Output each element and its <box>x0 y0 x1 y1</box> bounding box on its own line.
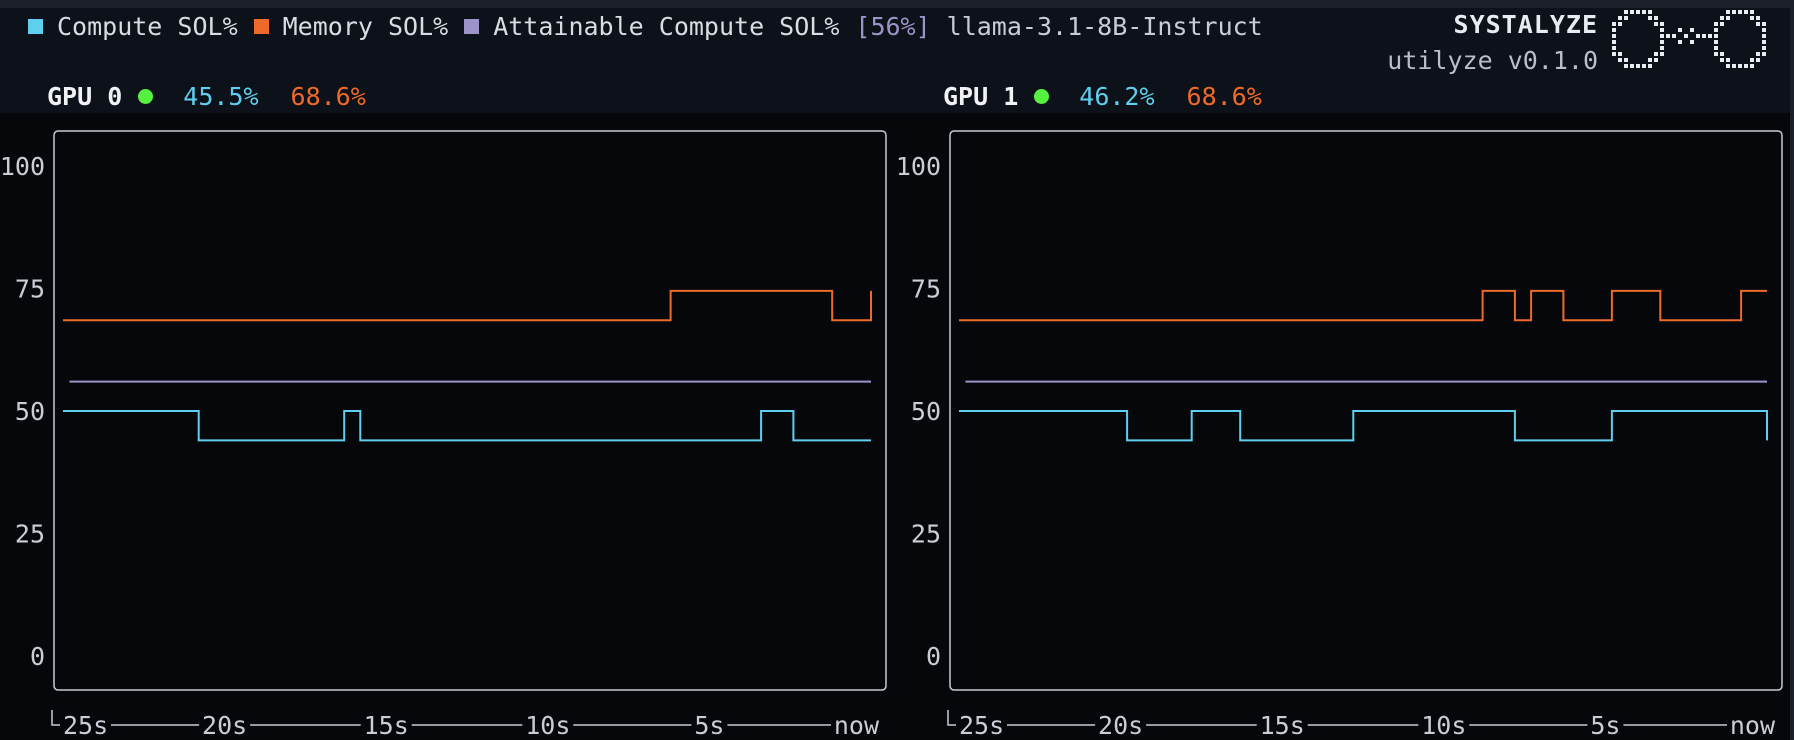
attainable-percent: [56%] <box>855 11 931 41</box>
gpu-1-status: GPU 1 46.2% 68.6% <box>943 80 1294 112</box>
legend-item-compute: Compute SOL% <box>28 12 238 41</box>
y-tick-label: 100 <box>896 152 941 181</box>
y-tick-label: 0 <box>926 642 941 671</box>
gpu-0-status: GPU 0 45.5% 68.6% <box>47 80 398 112</box>
app-version: utilyze v0.1.0 <box>1387 46 1598 75</box>
y-tick-label: 75 <box>15 275 45 304</box>
chart-gpu-1: 100 75 50 25 0 25s 20s 15s 10s 5s now <box>896 130 1783 740</box>
x-tick-label-bg <box>831 711 882 739</box>
series-line <box>63 289 872 322</box>
x-tick-label: 10s <box>525 711 570 740</box>
top-border <box>0 0 1794 8</box>
gpu-1-compute-value: 46.2% <box>1079 81 1155 111</box>
x-tick-label-bg <box>1587 711 1624 739</box>
legend-item-attainable: Attainable Compute SOL% <box>464 12 839 41</box>
y-tick-label: 25 <box>15 520 45 549</box>
x-tick-label: 15s <box>1260 711 1305 740</box>
x-tick-label-bg <box>956 711 1007 739</box>
gpu-0-compute-value: 45.5% <box>183 81 259 111</box>
y-tick-label: 100 <box>0 152 45 181</box>
x-tick-label: 20s <box>1098 711 1143 740</box>
legend: Compute SOL% Memory SOL% Attainable Comp… <box>28 10 1263 42</box>
series-line <box>959 289 1767 322</box>
x-tick-label: 5s <box>1590 711 1620 740</box>
gpu-0-status-dot-icon <box>138 88 154 104</box>
y-tick-label: 50 <box>911 397 941 426</box>
y-tick-label: 0 <box>30 642 45 671</box>
x-tick-label: 10s <box>1421 711 1466 740</box>
legend-label-compute: Compute SOL% <box>57 11 238 41</box>
right-border <box>1790 0 1794 740</box>
chart-frame <box>53 130 887 691</box>
brand-name: SYSTALYZE <box>1453 10 1598 39</box>
chart-gpu-0: 100 75 50 25 0 25s 20s 15s 10s 5s now <box>0 130 887 740</box>
x-tick-label: 20s <box>202 711 247 740</box>
x-tick-label-bg <box>522 711 574 739</box>
model-name: llama-3.1-8B-Instruct <box>946 11 1263 41</box>
x-axis-line <box>51 710 879 726</box>
x-tick-label-bg <box>1418 711 1470 739</box>
systalyze-logo-icon <box>1612 10 1766 68</box>
series-line <box>63 410 871 442</box>
attainable-swatch-icon <box>464 18 480 34</box>
x-tick-label-bg <box>1256 711 1308 739</box>
legend-label-attainable: Attainable Compute SOL% <box>493 11 840 41</box>
x-tick-label: now <box>834 711 880 740</box>
header-background <box>0 0 1794 113</box>
gpu-0-memory-value: 68.6% <box>290 81 366 111</box>
x-tick-label: 25s <box>63 711 108 740</box>
y-tick-label: 25 <box>911 520 941 549</box>
gpu-0-name: GPU 0 <box>47 81 123 111</box>
x-tick-label-bg <box>691 711 728 739</box>
gpu-1-memory-value: 68.6% <box>1186 81 1262 111</box>
gpu-1-name: GPU 1 <box>943 81 1019 111</box>
x-tick-label: now <box>1730 711 1776 740</box>
x-tick-label-bg <box>360 711 412 739</box>
x-tick-label: 15s <box>364 711 409 740</box>
x-tick-label-bg <box>1095 711 1147 739</box>
x-tick-label: 25s <box>959 711 1004 740</box>
y-tick-label: 50 <box>15 397 45 426</box>
x-tick-label: 5s <box>694 711 724 740</box>
memory-swatch-icon <box>253 18 269 34</box>
gpu-1-status-dot-icon <box>1034 88 1050 104</box>
x-tick-label-bg <box>60 711 111 739</box>
chart-frame <box>949 130 1783 691</box>
x-tick-label-bg <box>199 711 251 739</box>
legend-item-memory: Memory SOL% <box>253 11 449 41</box>
legend-label-memory: Memory SOL% <box>282 11 449 41</box>
series-line <box>959 410 1768 442</box>
x-tick-label-bg <box>1727 711 1778 739</box>
x-axis-line <box>947 710 1775 726</box>
compute-swatch-icon <box>28 18 43 34</box>
y-tick-label: 75 <box>911 275 941 304</box>
